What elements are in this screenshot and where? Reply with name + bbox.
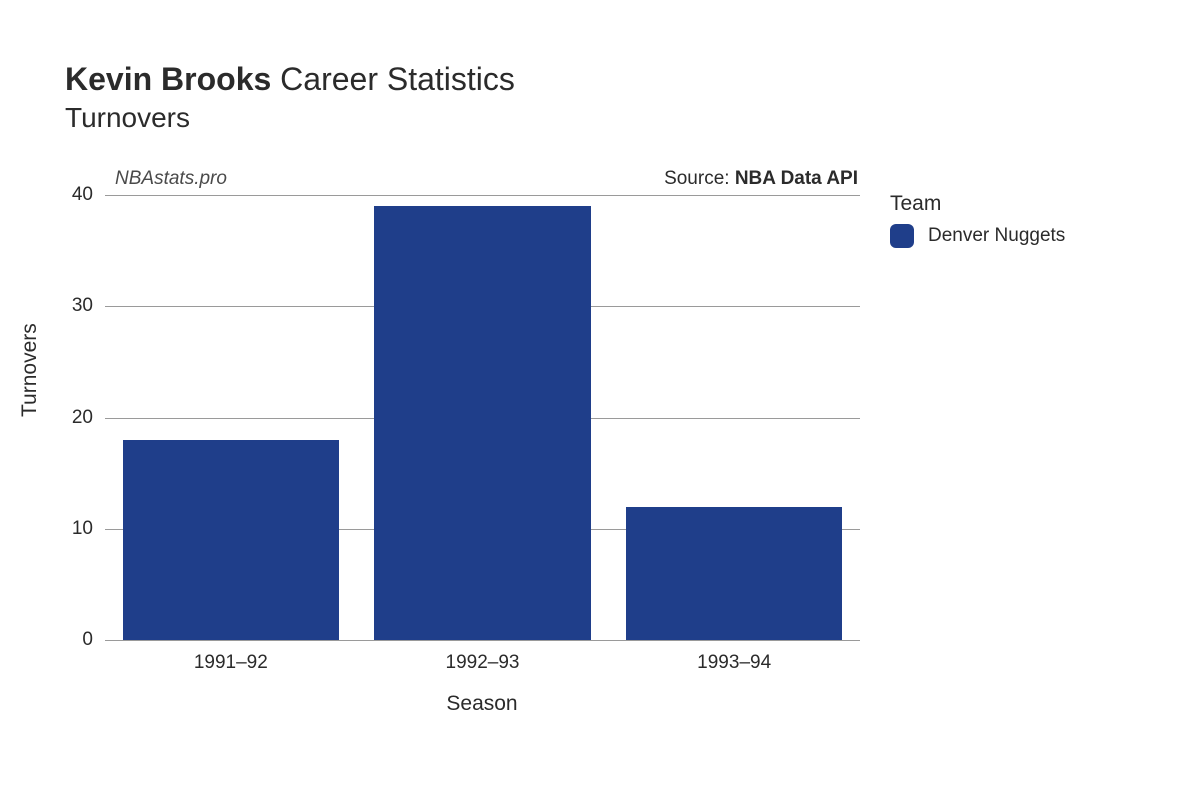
watermark-text: NBAstats.pro xyxy=(115,168,227,190)
source-attribution: Source: NBA Data API xyxy=(664,168,858,190)
source-prefix: Source: xyxy=(664,168,735,189)
chart-legend: Team Denver Nuggets xyxy=(890,192,1065,248)
source-name: NBA Data API xyxy=(735,168,858,189)
y-axis-title: Turnovers xyxy=(18,323,42,417)
bar xyxy=(374,206,590,640)
legend-item: Denver Nuggets xyxy=(890,224,1065,248)
bar xyxy=(626,507,842,641)
y-tick-label: 10 xyxy=(72,518,93,540)
x-tick-label: 1993–94 xyxy=(697,652,771,674)
chart-plot-area: 0102030401991–921992–931993–94 xyxy=(105,195,860,640)
gridline xyxy=(105,640,860,641)
chart-title-block: Kevin Brooks Career Statistics Turnovers xyxy=(65,60,515,134)
x-tick-label: 1992–93 xyxy=(446,652,520,674)
y-tick-label: 40 xyxy=(72,184,93,206)
x-tick-label: 1991–92 xyxy=(194,652,268,674)
y-tick-label: 20 xyxy=(72,407,93,429)
legend-title: Team xyxy=(890,192,1065,216)
chart-subtitle: Turnovers xyxy=(65,102,515,134)
gridline xyxy=(105,195,860,196)
title-regular: Career Statistics xyxy=(271,61,515,97)
title-bold: Kevin Brooks xyxy=(65,61,271,97)
y-tick-label: 0 xyxy=(82,629,93,651)
x-axis-title: Season xyxy=(446,692,517,716)
chart-title: Kevin Brooks Career Statistics xyxy=(65,60,515,98)
legend-label: Denver Nuggets xyxy=(928,225,1065,247)
y-tick-label: 30 xyxy=(72,295,93,317)
legend-swatch xyxy=(890,224,914,248)
bar xyxy=(123,440,339,640)
